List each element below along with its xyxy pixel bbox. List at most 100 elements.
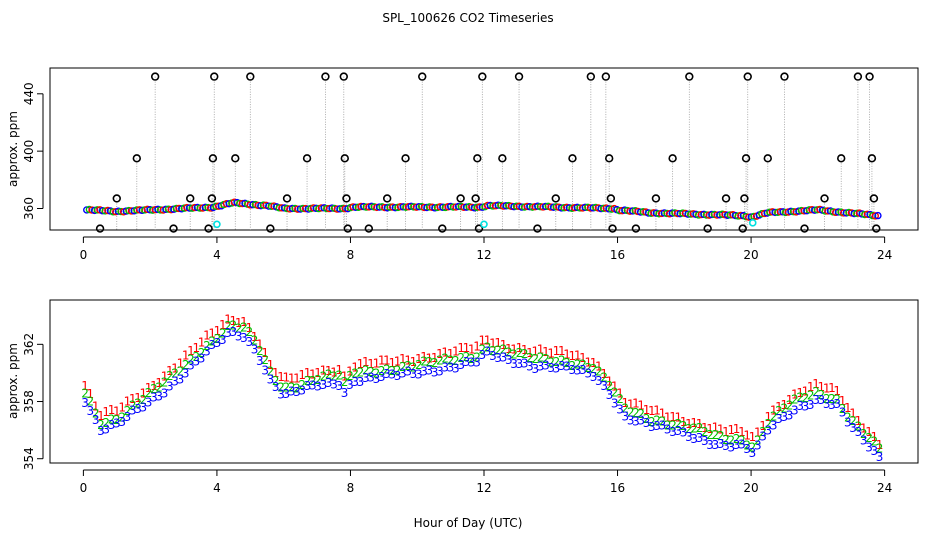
bottom-point-series-3: 3 [330, 378, 338, 392]
bottom-point-series-2: 2 [187, 352, 195, 366]
top-baseline-point [246, 201, 254, 209]
bottom-point-series-2: 2 [807, 389, 815, 403]
bottom-point-series-3: 3 [733, 438, 741, 452]
bottom-point-series-2: 2 [606, 379, 614, 393]
top-baseline-point [151, 205, 159, 214]
bottom-point-series-1: 1 [611, 380, 619, 394]
bottom-point-series-2: 2 [727, 434, 735, 448]
bottom-point-series-1: 1 [214, 324, 222, 338]
bottom-point-series-1: 1 [807, 380, 815, 394]
top-baseline-point [797, 206, 806, 215]
bottom-point-series-2: 2 [161, 375, 169, 389]
bottom-point-series-3: 3 [161, 386, 169, 400]
top-baseline-point [125, 206, 133, 215]
bottom-point-series-2: 2 [489, 344, 497, 358]
bottom-point-series-3: 3 [584, 366, 592, 380]
bottom-point-series-1: 1 [415, 352, 423, 366]
bottom-point-series-3: 3 [494, 351, 502, 365]
bottom-point-series-1: 1 [468, 342, 476, 356]
bottom-point-series-2: 2 [563, 356, 571, 370]
bottom-point-series-1: 1 [155, 376, 163, 390]
top-excursion-point [321, 72, 330, 81]
bottom-point-series-2: 2 [812, 385, 820, 399]
bottom-point-series-1: 1 [855, 414, 863, 428]
bottom-point-series-3: 3 [256, 354, 264, 368]
bottom-point-series-1: 1 [833, 384, 841, 398]
top-baseline-point [861, 210, 869, 219]
bottom-point-series-2: 2 [283, 381, 291, 395]
bottom-point-series-1: 1 [251, 330, 259, 344]
bottom-point-series-1: 1 [134, 391, 142, 405]
top-excursion-point [763, 154, 772, 163]
bottom-point-series-2: 2 [759, 425, 767, 439]
top-y-axis-label: approx. ppm [6, 111, 20, 187]
bottom-point-series-2: 2 [277, 380, 285, 394]
bottom-point-series-1: 1 [606, 375, 614, 389]
top-x-tick-label: 0 [80, 248, 88, 262]
bottom-point-series-1: 1 [320, 363, 328, 377]
bottom-point-series-1: 1 [537, 343, 545, 357]
bottom-point-series-3: 3 [87, 404, 95, 418]
bottom-point-series-1: 1 [584, 355, 592, 369]
bottom-point-series-3: 3 [754, 439, 762, 453]
figure-title: SPL_100626 CO2 Timeseries [382, 11, 553, 25]
bottom-y-tick-label: 354 [22, 447, 36, 470]
bottom-point-series-1: 1 [420, 350, 428, 364]
bottom-point-series-2: 2 [500, 343, 508, 357]
bottom-point-series-1: 1 [351, 360, 359, 374]
top-excursion-point [608, 224, 617, 233]
bottom-point-series-1: 1 [754, 425, 762, 439]
top-excursion-point [865, 72, 874, 81]
top-baseline-point [560, 204, 568, 212]
bottom-point-series-3: 3 [690, 432, 698, 446]
bottom-point-series-2: 2 [590, 362, 598, 376]
bottom-point-series-1: 1 [230, 314, 238, 328]
top-x-tick-label: 16 [610, 248, 625, 262]
bottom-point-series-2: 2 [722, 433, 730, 447]
bottom-point-series-1: 1 [823, 382, 831, 396]
bottom-point-series-2: 2 [351, 367, 359, 381]
bottom-point-series-3: 3 [283, 387, 291, 401]
top-excursion-point [869, 194, 879, 203]
bottom-point-series-2: 2 [251, 334, 259, 348]
bottom-point-series-3: 3 [245, 335, 253, 349]
bottom-point-series-2: 2 [325, 368, 333, 382]
bottom-point-series-3: 3 [833, 397, 841, 411]
top-excursion-point [342, 194, 351, 203]
bottom-point-series-3: 3 [743, 442, 751, 456]
bottom-point-series-1: 1 [622, 396, 630, 410]
bottom-panel: 1111111111111111111111111111111111111111… [6, 299, 919, 495]
top-baseline-point [813, 206, 821, 214]
bottom-point-series-3: 3 [383, 367, 391, 381]
bottom-y-tick-label: 362 [22, 333, 36, 356]
bottom-point-series-1: 1 [245, 321, 253, 335]
bottom-point-series-3: 3 [569, 363, 577, 377]
top-excursion-point [474, 224, 484, 233]
bottom-point-series-2: 2 [569, 359, 577, 373]
bottom-point-series-1: 1 [865, 425, 873, 439]
top-excursion-point [651, 194, 661, 203]
bottom-point-series-1: 1 [516, 341, 524, 355]
bottom-point-series-2: 2 [611, 386, 619, 400]
bottom-point-series-1: 1 [304, 366, 312, 380]
bottom-point-series-1: 1 [426, 352, 434, 366]
bottom-point-series-2: 2 [542, 352, 550, 366]
bottom-point-series-1: 1 [521, 343, 529, 357]
bottom-point-series-3: 3 [304, 379, 312, 393]
bottom-point-series-1: 1 [277, 370, 285, 384]
bottom-point-series-2: 2 [378, 364, 386, 378]
bottom-point-series-2: 2 [484, 340, 492, 354]
bottom-point-series-2: 2 [685, 422, 693, 436]
top-excursion-point [533, 224, 542, 233]
bottom-point-series-1: 1 [224, 313, 232, 327]
bottom-point-series-2: 2 [261, 353, 269, 367]
bottom-point-series-3: 3 [526, 359, 534, 373]
bottom-point-series-3: 3 [277, 387, 285, 401]
top-baseline-point [254, 201, 262, 210]
bottom-point-series-3: 3 [124, 410, 132, 424]
top-excursion-point [685, 72, 694, 81]
top-baseline-point [697, 210, 705, 219]
top-baseline-point [850, 209, 858, 218]
bottom-point-series-1: 1 [749, 430, 757, 444]
bottom-point-series-1: 1 [177, 357, 185, 371]
